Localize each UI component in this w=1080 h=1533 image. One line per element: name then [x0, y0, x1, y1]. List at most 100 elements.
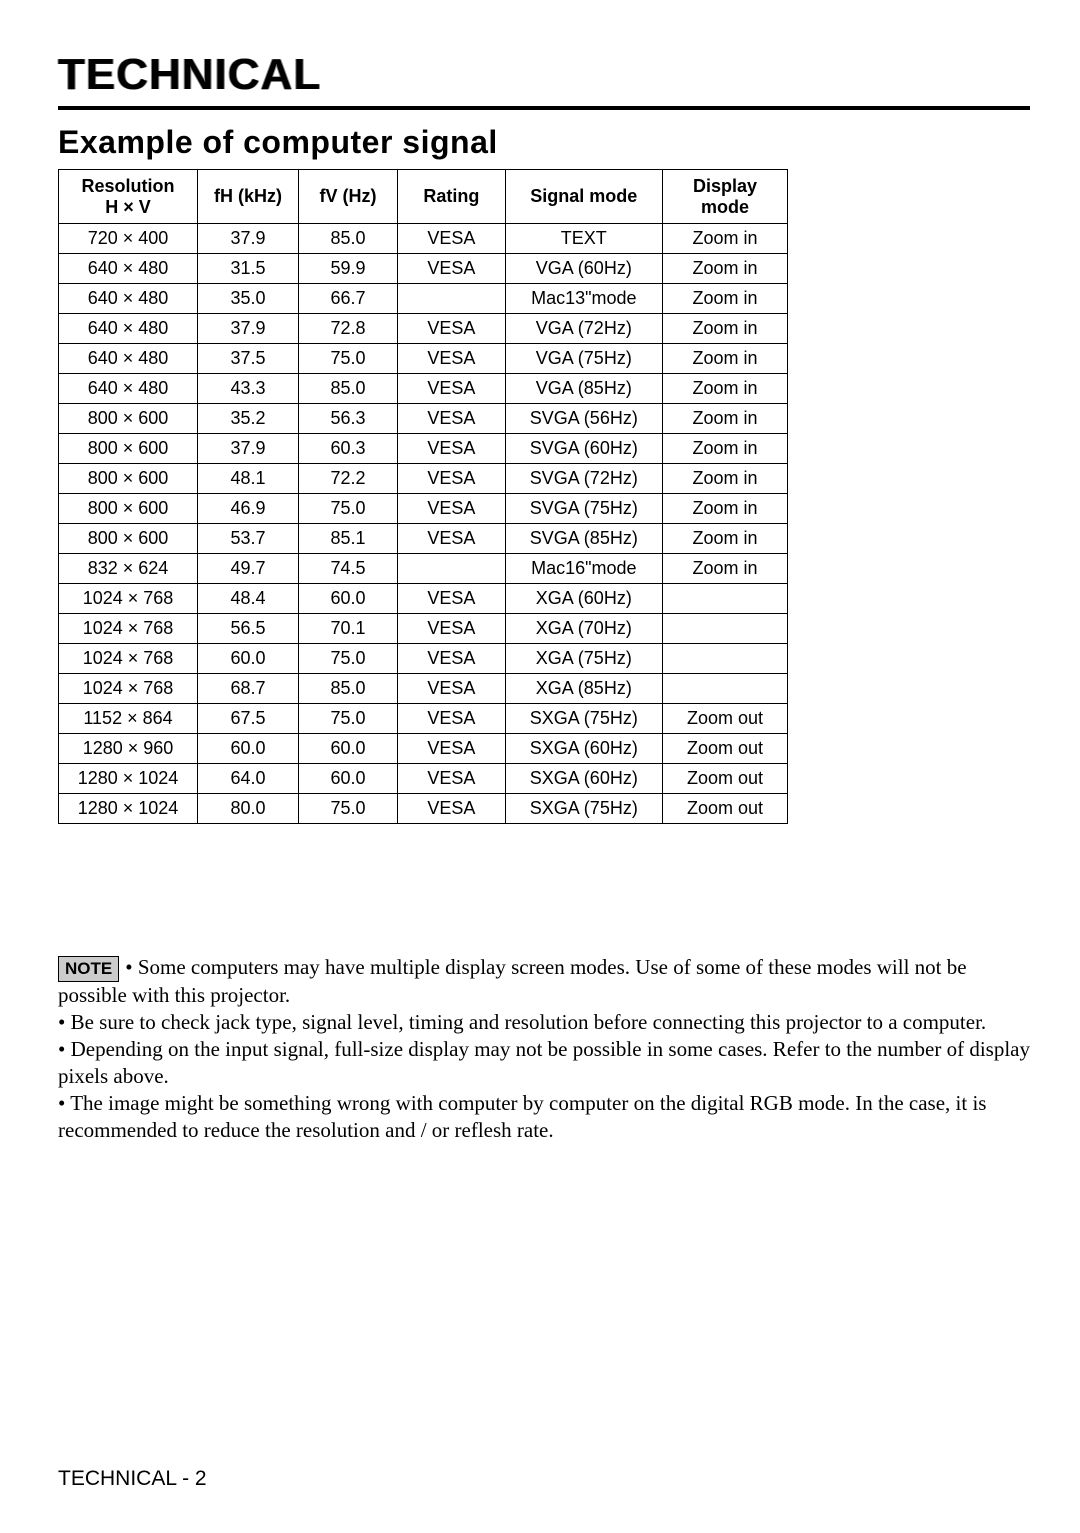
table-header-cell: ResolutionH × V — [59, 170, 198, 224]
table-cell: SXGA (75Hz) — [505, 794, 662, 824]
table-cell: 800 × 600 — [59, 524, 198, 554]
table-row: 720 × 40037.985.0VESATEXTZoom in — [59, 224, 788, 254]
table-cell: 640 × 480 — [59, 344, 198, 374]
table-cell: 37.5 — [198, 344, 299, 374]
table-cell: 74.5 — [299, 554, 398, 584]
table-cell: SXGA (60Hz) — [505, 764, 662, 794]
table-cell: VESA — [398, 734, 506, 764]
table-row: 1280 × 96060.060.0VESASXGA (60Hz)Zoom ou… — [59, 734, 788, 764]
table-cell: 60.0 — [198, 734, 299, 764]
table-cell: Zoom in — [663, 524, 788, 554]
table-cell: VESA — [398, 464, 506, 494]
table-cell: TEXT — [505, 224, 662, 254]
table-cell: 85.0 — [299, 374, 398, 404]
table-row: 640 × 48037.972.8VESAVGA (72Hz)Zoom in — [59, 314, 788, 344]
table-cell: 56.3 — [299, 404, 398, 434]
table-cell: 1280 × 960 — [59, 734, 198, 764]
table-cell: SVGA (72Hz) — [505, 464, 662, 494]
table-cell: SXGA (75Hz) — [505, 704, 662, 734]
table-cell: VESA — [398, 644, 506, 674]
note-badge: NOTE — [58, 956, 119, 982]
table-cell: 35.0 — [198, 284, 299, 314]
table-cell — [663, 644, 788, 674]
table-cell: 640 × 480 — [59, 374, 198, 404]
table-cell: 37.9 — [198, 314, 299, 344]
table-cell: 1280 × 1024 — [59, 794, 198, 824]
note-line: • Depending on the input signal, full-si… — [58, 1036, 1030, 1090]
notes-block: NOTE• Some computers may have multiple d… — [58, 954, 1030, 1143]
table-row: 800 × 60053.785.1VESASVGA (85Hz)Zoom in — [59, 524, 788, 554]
note-line: • The image might be something wrong wit… — [58, 1090, 1030, 1144]
table-cell: 56.5 — [198, 614, 299, 644]
table-row: 640 × 48043.385.0VESAVGA (85Hz)Zoom in — [59, 374, 788, 404]
table-cell: 720 × 400 — [59, 224, 198, 254]
table-cell: 72.8 — [299, 314, 398, 344]
table-cell: 1024 × 768 — [59, 614, 198, 644]
table-cell: Zoom in — [663, 434, 788, 464]
table-header-cell: Signal mode — [505, 170, 662, 224]
table-cell: VGA (60Hz) — [505, 254, 662, 284]
table-cell: VESA — [398, 314, 506, 344]
table-cell: SVGA (60Hz) — [505, 434, 662, 464]
table-cell: 37.9 — [198, 434, 299, 464]
table-row: 1024 × 76856.570.1VESAXGA (70Hz) — [59, 614, 788, 644]
table-cell: 66.7 — [299, 284, 398, 314]
table-cell: XGA (75Hz) — [505, 644, 662, 674]
table-cell: VESA — [398, 584, 506, 614]
table-cell: Mac16"mode — [505, 554, 662, 584]
table-cell: Mac13"mode — [505, 284, 662, 314]
table-cell: 75.0 — [299, 644, 398, 674]
table-row: 1024 × 76860.075.0VESAXGA (75Hz) — [59, 644, 788, 674]
table-cell: 67.5 — [198, 704, 299, 734]
table-cell: VESA — [398, 434, 506, 464]
table-cell: Zoom in — [663, 314, 788, 344]
table-cell: 60.0 — [299, 734, 398, 764]
table-cell: 46.9 — [198, 494, 299, 524]
table-cell: Zoom out — [663, 704, 788, 734]
table-cell: SVGA (85Hz) — [505, 524, 662, 554]
table-cell: VESA — [398, 224, 506, 254]
note-line: • Be sure to check jack type, signal lev… — [58, 1009, 1030, 1036]
table-header-cell: fV (Hz) — [299, 170, 398, 224]
table-cell: 49.7 — [198, 554, 299, 584]
table-cell: 85.0 — [299, 224, 398, 254]
table-header-cell: Displaymode — [663, 170, 788, 224]
table-cell: Zoom out — [663, 734, 788, 764]
table-cell: 48.4 — [198, 584, 299, 614]
table-row: 1152 × 86467.575.0VESASXGA (75Hz)Zoom ou… — [59, 704, 788, 734]
table-cell: 60.0 — [299, 584, 398, 614]
table-cell: XGA (70Hz) — [505, 614, 662, 644]
title-rule — [58, 106, 1030, 110]
table-cell: XGA (60Hz) — [505, 584, 662, 614]
table-cell: 53.7 — [198, 524, 299, 554]
table-cell: Zoom in — [663, 224, 788, 254]
table-cell: Zoom in — [663, 254, 788, 284]
table-cell: 60.0 — [299, 764, 398, 794]
page: TECHNICAL Example of computer signal Res… — [0, 0, 1080, 1533]
table-cell: SVGA (75Hz) — [505, 494, 662, 524]
table-cell: VESA — [398, 344, 506, 374]
section-heading: Example of computer signal — [58, 124, 1030, 161]
table-cell: 35.2 — [198, 404, 299, 434]
table-cell — [663, 614, 788, 644]
table-row: 800 × 60048.172.2VESASVGA (72Hz)Zoom in — [59, 464, 788, 494]
table-cell: 75.0 — [299, 494, 398, 524]
table-cell: VESA — [398, 704, 506, 734]
table-row: 800 × 60037.960.3VESASVGA (60Hz)Zoom in — [59, 434, 788, 464]
table-cell: 800 × 600 — [59, 494, 198, 524]
table-cell: Zoom in — [663, 494, 788, 524]
table-cell: 64.0 — [198, 764, 299, 794]
table-cell: 70.1 — [299, 614, 398, 644]
note-line: NOTE• Some computers may have multiple d… — [58, 954, 1030, 1009]
table-cell: 85.1 — [299, 524, 398, 554]
table-row: 640 × 48031.559.9VESAVGA (60Hz)Zoom in — [59, 254, 788, 284]
table-cell: SVGA (56Hz) — [505, 404, 662, 434]
table-cell: 60.3 — [299, 434, 398, 464]
table-cell: 80.0 — [198, 794, 299, 824]
table-cell — [398, 284, 506, 314]
table-cell: 832 × 624 — [59, 554, 198, 584]
table-cell: Zoom out — [663, 794, 788, 824]
table-cell: 1024 × 768 — [59, 644, 198, 674]
table-header-row: ResolutionH × VfH (kHz)fV (Hz)RatingSign… — [59, 170, 788, 224]
table-cell: VGA (75Hz) — [505, 344, 662, 374]
